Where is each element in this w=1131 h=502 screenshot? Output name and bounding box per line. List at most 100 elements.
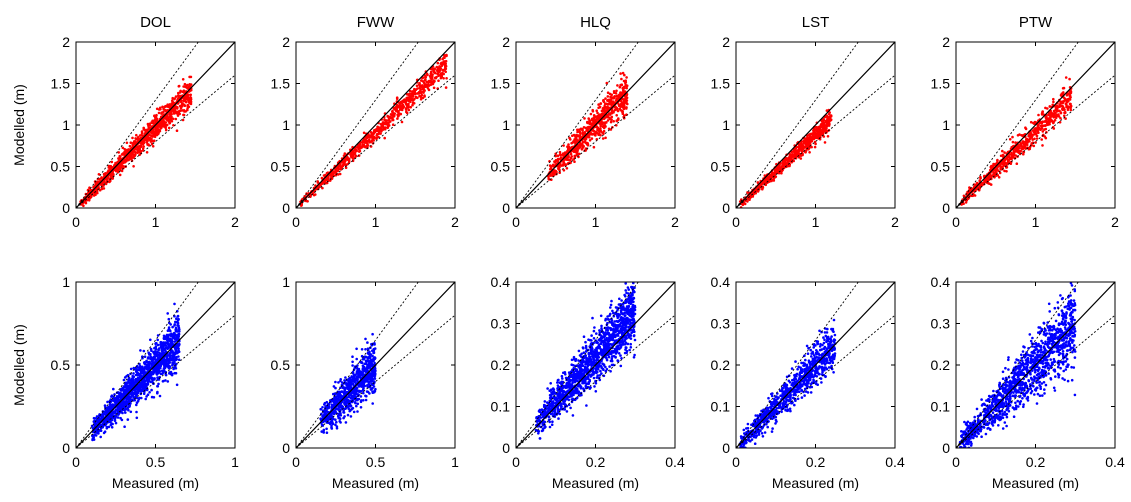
scatter-points — [78, 75, 193, 208]
x-tick-label: 2 — [231, 214, 239, 230]
data-point — [1055, 104, 1058, 107]
data-point — [150, 142, 154, 146]
data-point — [124, 411, 127, 414]
data-point — [609, 95, 612, 99]
data-point — [606, 106, 610, 109]
data-point — [999, 168, 1003, 171]
data-point — [436, 61, 440, 65]
data-point — [547, 178, 551, 181]
data-point — [1062, 86, 1066, 90]
data-point — [386, 125, 390, 128]
data-point — [174, 371, 178, 375]
one-to-one-line — [76, 42, 235, 208]
data-point — [140, 133, 143, 137]
data-point — [579, 128, 583, 131]
data-point — [576, 134, 579, 137]
data-point — [169, 116, 173, 120]
data-point — [155, 113, 158, 117]
data-point — [606, 95, 610, 98]
data-point — [431, 82, 435, 86]
data-point — [151, 129, 155, 132]
data-point — [989, 176, 993, 179]
data-point — [1033, 131, 1037, 134]
x-tick-label: 2 — [891, 214, 899, 230]
data-point — [155, 342, 158, 345]
y-tick-label: 0 — [502, 200, 510, 216]
data-point — [383, 136, 387, 140]
data-point — [592, 121, 595, 124]
data-point — [115, 169, 118, 173]
lower-envelope-line — [76, 74, 235, 208]
data-point — [806, 136, 809, 139]
data-point — [801, 153, 804, 157]
data-point — [562, 169, 566, 172]
data-point — [186, 95, 189, 98]
data-point — [343, 152, 347, 155]
data-point — [445, 54, 448, 58]
data-point — [164, 128, 168, 132]
data-point — [751, 195, 755, 198]
data-point — [822, 135, 826, 138]
data-point — [418, 94, 421, 98]
data-point — [1062, 91, 1065, 94]
data-point — [408, 89, 412, 93]
data-point — [792, 153, 795, 156]
data-point — [134, 137, 138, 141]
data-point — [119, 162, 123, 166]
data-point — [393, 107, 397, 110]
data-point — [549, 165, 553, 168]
data-point — [814, 125, 818, 129]
data-point — [773, 170, 777, 173]
data-point — [132, 372, 135, 375]
data-point — [151, 131, 155, 135]
data-point — [433, 79, 436, 83]
data-point — [420, 93, 424, 97]
data-point — [112, 399, 116, 403]
data-point — [125, 148, 129, 152]
data-point — [625, 107, 628, 110]
data-point — [152, 139, 156, 142]
data-point — [818, 132, 822, 135]
data-point — [1025, 138, 1028, 141]
x-tick-label: 2 — [451, 214, 459, 230]
data-point — [116, 408, 120, 411]
data-point — [415, 84, 419, 88]
data-point — [177, 355, 180, 358]
data-point — [1048, 113, 1052, 117]
data-point — [606, 91, 610, 94]
data-point — [797, 150, 800, 153]
y-tick-label: 1 — [282, 117, 290, 133]
data-point — [181, 78, 185, 81]
data-point — [405, 99, 408, 102]
data-point — [618, 85, 622, 89]
data-point — [143, 381, 146, 385]
data-point — [427, 84, 431, 87]
data-point — [1032, 144, 1036, 148]
data-point — [430, 67, 434, 71]
data-point — [610, 115, 614, 119]
data-point — [597, 117, 601, 120]
data-point — [352, 149, 355, 153]
data-point — [107, 425, 111, 429]
data-point — [185, 97, 188, 101]
data-point — [135, 416, 139, 420]
data-point — [177, 333, 180, 336]
data-point — [620, 83, 624, 86]
data-point — [145, 382, 149, 386]
data-point — [171, 117, 175, 121]
y-tick-label: 1.5 — [51, 76, 71, 92]
data-point — [788, 154, 792, 158]
data-point — [615, 119, 619, 123]
data-point — [601, 107, 605, 110]
data-point — [335, 166, 339, 170]
data-point — [606, 102, 609, 106]
data-point — [808, 141, 812, 145]
data-point — [996, 158, 999, 162]
data-point — [121, 164, 125, 168]
data-point — [347, 160, 351, 163]
data-point — [146, 135, 149, 139]
data-point — [1031, 129, 1035, 132]
data-point — [582, 144, 585, 148]
data-point — [117, 157, 121, 161]
